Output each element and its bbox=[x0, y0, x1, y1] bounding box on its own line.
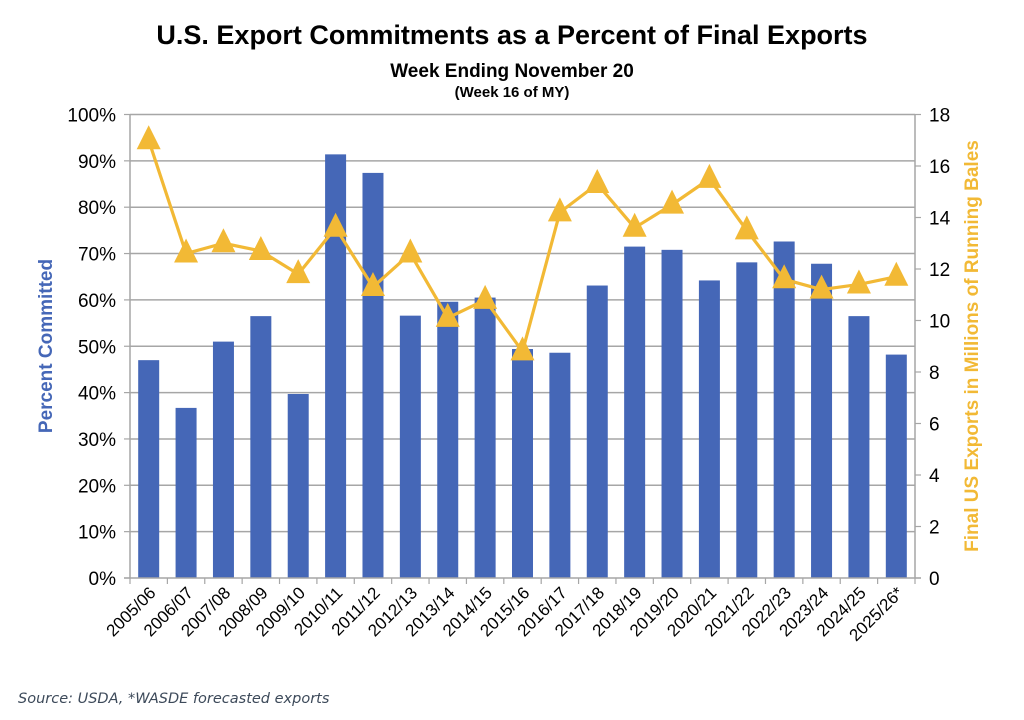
marker-2005-06 bbox=[136, 125, 161, 150]
y-tick-label: 90% bbox=[78, 152, 116, 173]
axes bbox=[124, 113, 921, 584]
y-tick-label: 40% bbox=[78, 384, 116, 405]
y-tick-label: 30% bbox=[78, 430, 116, 451]
y2-tick-label: 10 bbox=[929, 312, 950, 333]
y2-tick-label: 14 bbox=[929, 209, 951, 230]
y-tick-label: 20% bbox=[78, 476, 116, 497]
bar-series-percent-committed bbox=[138, 154, 907, 579]
marker-2006-07 bbox=[174, 238, 199, 263]
marker-2007-08 bbox=[211, 228, 236, 253]
marker-2020-21 bbox=[697, 163, 722, 188]
y2-tick-label: 18 bbox=[929, 106, 950, 127]
left-axis-title: Percent Committed bbox=[36, 259, 57, 433]
marker-2022-23 bbox=[772, 264, 797, 289]
x-axis-ticks: 2005/062006/072007/082008/092009/102010/… bbox=[103, 583, 908, 645]
bar-2007-08 bbox=[212, 341, 234, 578]
bar-2006-07 bbox=[175, 407, 197, 578]
y2-tick-label: 2 bbox=[929, 518, 940, 539]
bar-2025-26- bbox=[885, 354, 907, 578]
line-series-final-exports bbox=[136, 125, 909, 361]
y-tick-label: 100% bbox=[67, 106, 116, 127]
marker-2016-17 bbox=[547, 197, 572, 222]
bar-2020-21 bbox=[698, 280, 720, 578]
marker-2008-09 bbox=[248, 235, 273, 260]
marker-2018-19 bbox=[622, 212, 647, 237]
y2-tick-label: 6 bbox=[929, 415, 940, 436]
marker-2025-26- bbox=[884, 261, 909, 286]
source-note: Source: USDA, *WASDE forecasted exports bbox=[18, 691, 330, 707]
marker-2013-14 bbox=[435, 302, 460, 327]
bar-2023-24 bbox=[811, 263, 833, 578]
chart-subtitle: Week Ending November 20 bbox=[390, 61, 634, 82]
bar-2022-23 bbox=[773, 241, 795, 578]
right-axis-title: Final US Exports in Millions of Running … bbox=[962, 140, 983, 552]
y2-tick-label: 0 bbox=[929, 569, 940, 590]
y2-tick-label: 16 bbox=[929, 157, 950, 178]
y-tick-label: 60% bbox=[78, 291, 116, 312]
bar-2015-16 bbox=[512, 349, 533, 578]
marker-2021-22 bbox=[734, 215, 759, 240]
bar-2012-13 bbox=[399, 315, 421, 578]
bar-2014-15 bbox=[474, 297, 496, 578]
marker-2014-15 bbox=[473, 284, 498, 309]
marker-2011-12 bbox=[360, 272, 385, 297]
bar-2008-09 bbox=[250, 316, 272, 578]
y2-tick-label: 4 bbox=[929, 466, 940, 487]
marker-2024-25 bbox=[846, 269, 871, 294]
bar-2019-20 bbox=[661, 249, 683, 579]
y-tick-label: 80% bbox=[78, 198, 116, 219]
bar-2010-11 bbox=[325, 154, 347, 578]
bar-2005-06 bbox=[138, 360, 160, 578]
marker-2015-16 bbox=[510, 336, 535, 361]
chart-title: U.S. Export Commitments as a Percent of … bbox=[156, 20, 867, 50]
chart-subtitle-2: (Week 16 of MY) bbox=[455, 84, 570, 101]
bar-2021-22 bbox=[736, 262, 758, 578]
marker-2009-10 bbox=[286, 259, 311, 284]
y-tick-label: 70% bbox=[78, 245, 116, 266]
bar-2018-19 bbox=[624, 246, 646, 578]
marker-2010-11 bbox=[323, 212, 348, 237]
bar-2011-12 bbox=[362, 172, 384, 578]
marker-2017-18 bbox=[585, 169, 610, 194]
y-tick-label: 50% bbox=[78, 337, 116, 358]
bar-2016-17 bbox=[549, 352, 571, 578]
bar-2017-18 bbox=[586, 285, 608, 578]
y-tick-label: 10% bbox=[78, 523, 116, 544]
marker-2019-20 bbox=[660, 189, 685, 214]
bar-2013-14 bbox=[437, 301, 459, 578]
bar-2024-25 bbox=[848, 316, 870, 578]
right-axis-ticks: 0 2 4 6 8 10 12 14 16 18 bbox=[929, 106, 951, 591]
y-tick-label: 0% bbox=[89, 569, 117, 590]
bar-2009-10 bbox=[287, 393, 309, 578]
y2-tick-label: 8 bbox=[929, 363, 940, 384]
left-axis-ticks: 0% 10% 20% 30% 40% 50% 60% 70% 80% 90% 100% bbox=[67, 106, 116, 591]
y2-tick-label: 12 bbox=[929, 260, 950, 281]
marker-2012-13 bbox=[398, 238, 423, 263]
marker-2023-24 bbox=[809, 274, 834, 299]
